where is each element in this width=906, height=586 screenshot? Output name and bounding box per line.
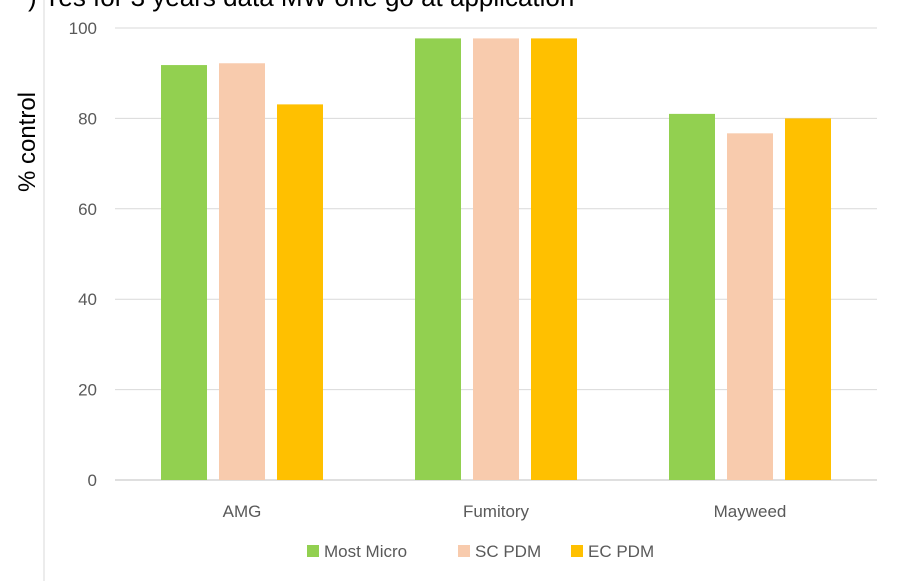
legend-swatch [307,545,319,557]
bar-fumitory-most-micro [415,38,461,481]
chart-title: ) Yes for 3 years data MW one go at appl… [28,0,574,13]
category-labels: AMG Fumitory Mayweed [223,502,787,521]
y-tick-label: 80 [78,109,97,128]
y-tick-label: 100 [69,19,97,38]
bar-fumitory-sc-pdm [473,38,519,481]
bar-mayweed-ec-pdm [785,118,831,481]
legend-swatch [571,545,583,557]
bars [161,38,831,481]
bar-amg-sc-pdm [219,63,265,480]
y-tick-labels: 0 20 40 60 80 100 [69,19,97,490]
category-label: AMG [223,502,262,521]
y-axis-title: % control [14,91,42,193]
category-label: Mayweed [714,502,787,521]
legend-swatch [458,545,470,557]
bar-mayweed-sc-pdm [727,133,773,481]
y-tick-label: 20 [78,381,97,400]
bar-amg-most-micro [161,65,207,481]
category-label: Fumitory [463,502,530,521]
bar-amg-ec-pdm [277,104,323,480]
bar-mayweed-most-micro [669,113,715,480]
y-tick-label: 40 [78,290,97,309]
legend-label: EC PDM [588,542,654,561]
y-tick-label: 0 [88,471,97,490]
legend: Most Micro SC PDM EC PDM [307,542,654,561]
y-tick-label: 60 [78,200,97,219]
legend-label: Most Micro [324,542,407,561]
bar-fumitory-ec-pdm [531,38,577,481]
legend-label: SC PDM [475,542,541,561]
